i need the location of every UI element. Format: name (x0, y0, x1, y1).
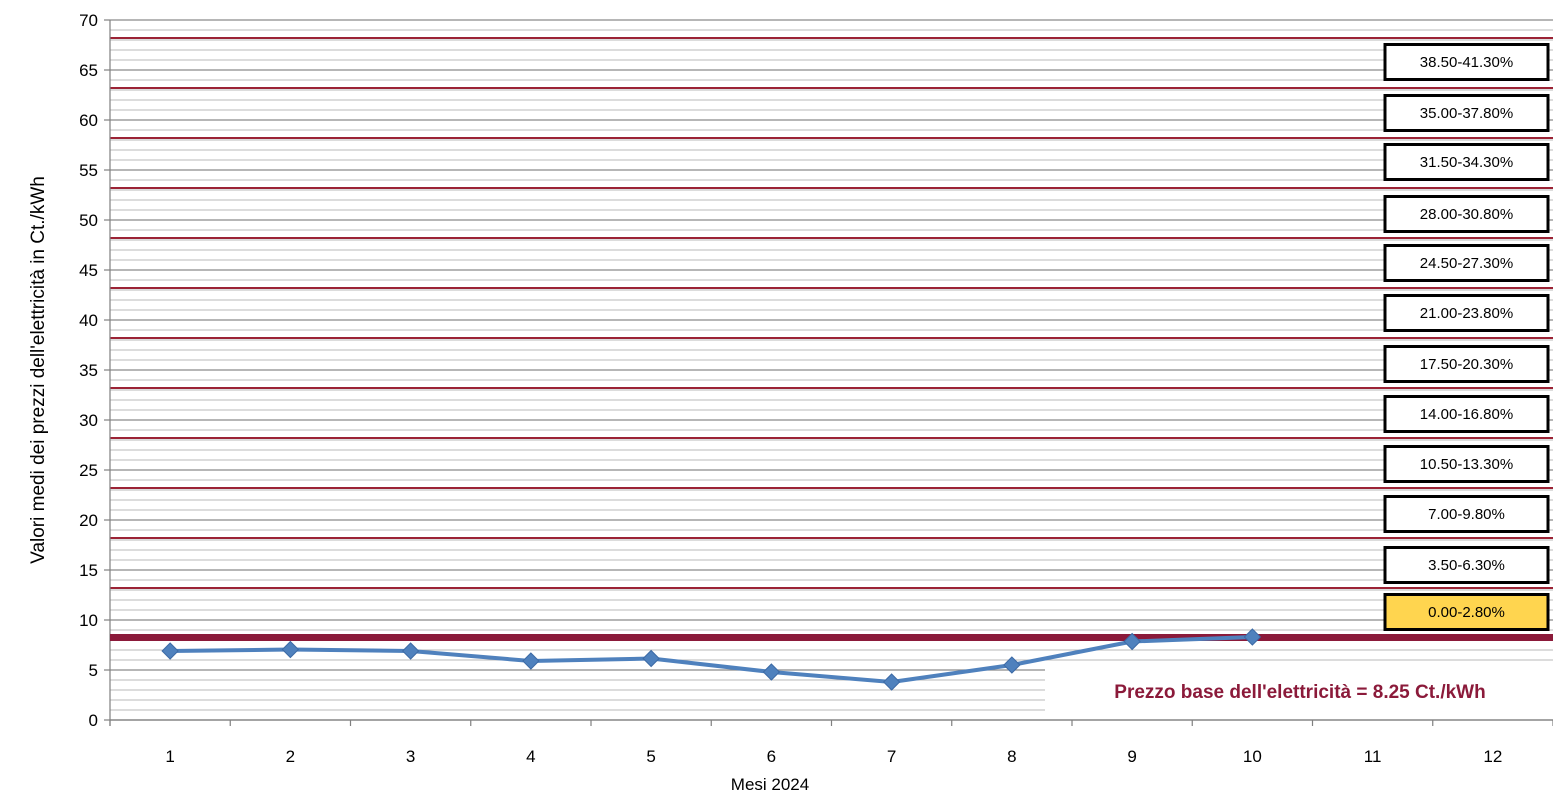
data-point-marker (1123, 632, 1141, 651)
band-label-box (1383, 43, 1550, 81)
x-tick-label: 1 (165, 747, 174, 766)
band-label: 21.00-23.80% (1383, 294, 1550, 332)
y-tick-label: 65 (79, 61, 98, 80)
band-label: 28.00-30.80% (1383, 195, 1550, 233)
data-point-marker (401, 642, 420, 660)
band-label-text: 17.50-20.30% (1420, 356, 1513, 373)
x-axis-title: Mesi 2024 (731, 775, 809, 794)
y-tick-label: 70 (79, 11, 98, 30)
data-point-marker (642, 649, 660, 668)
x-tick-label: 11 (1364, 747, 1382, 766)
y-axis-title: Valori medi dei prezzi dell'elettricità … (28, 176, 49, 564)
band-label-text: 31.50-34.30% (1420, 154, 1513, 171)
band-label-text: 14.00-16.80% (1420, 406, 1513, 423)
band-label-text: 7.00-9.80% (1428, 506, 1505, 523)
band-label-box (1383, 495, 1550, 533)
data-point-marker (281, 640, 300, 659)
band-label: 24.50-27.30% (1383, 244, 1550, 282)
band-label-box (1383, 445, 1550, 483)
y-tick-label: 40 (79, 311, 98, 330)
major-gridlines (110, 19, 1553, 721)
y-tick-label: 5 (89, 661, 98, 680)
data-point-marker (161, 642, 179, 660)
y-tick-label: 60 (79, 111, 98, 130)
band-label: 17.50-20.30% (1383, 345, 1550, 383)
y-tick-label: 25 (79, 461, 98, 480)
band-label-text: 3.50-6.30% (1428, 557, 1505, 574)
band-label-box (1383, 395, 1550, 433)
data-point-marker (1243, 628, 1262, 646)
band-label: 7.00-9.80% (1383, 495, 1550, 533)
band-label: 38.50-41.30% (1383, 43, 1550, 81)
x-tick-label: 2 (286, 747, 295, 766)
y-tick-label: 55 (79, 161, 98, 180)
x-tick-label: 7 (887, 747, 896, 766)
y-tick-label: 15 (79, 561, 98, 580)
x-tick-label: 9 (1127, 747, 1136, 766)
x-tick-label: 12 (1483, 747, 1502, 766)
band-label-box (1383, 593, 1550, 631)
band-lines (110, 37, 1553, 589)
x-tick-label: 3 (406, 747, 415, 766)
band-label-text: 35.00-37.80% (1420, 105, 1513, 122)
data-point-marker (882, 673, 901, 691)
data-point-marker (762, 663, 781, 681)
data-point-marker (522, 652, 540, 670)
y-tick-label: 50 (79, 211, 98, 230)
band-label: 0.00-2.80% (1383, 593, 1550, 631)
band-label-text: 0.00-2.80% (1428, 604, 1505, 621)
band-label-box (1383, 546, 1550, 584)
band-label-text: 10.50-13.30% (1420, 456, 1513, 473)
band-label-text: 28.00-30.80% (1420, 206, 1513, 223)
x-tick-label: 10 (1243, 747, 1262, 766)
data-point-marker (1003, 656, 1021, 674)
axes (104, 19, 1553, 726)
band-label: 10.50-13.30% (1383, 445, 1550, 483)
base-price-label: Prezzo base dell'elettricità = 8.25 Ct./… (1114, 682, 1485, 703)
x-tick-label: 5 (646, 747, 655, 766)
y-tick-label: 10 (79, 611, 98, 630)
series-line (170, 635, 1253, 684)
band-label-text: 38.50-41.30% (1420, 54, 1513, 71)
band-label-box (1383, 244, 1550, 282)
x-tick-label: 4 (526, 747, 535, 766)
band-label: 35.00-37.80% (1383, 94, 1550, 132)
band-label-text: 24.50-27.30% (1420, 255, 1513, 272)
band-labels: 0.00-2.80% 3.50-6.30% 7.00-9.80% 10.50-13.3… (1383, 43, 1550, 631)
x-tick-label: 6 (767, 747, 776, 766)
band-label-box (1383, 143, 1550, 181)
band-label-box (1383, 94, 1550, 132)
band-label-box (1383, 294, 1550, 332)
series-line (161, 628, 1262, 691)
band-label: 31.50-34.30% (1383, 143, 1550, 181)
band-label: 14.00-16.80% (1383, 395, 1550, 433)
base-price-label-group: Prezzo base dell'elettricità = 8.25 Ct./… (1045, 666, 1553, 718)
x-tick-label: 8 (1007, 747, 1016, 766)
y-tick-label: 30 (79, 411, 98, 430)
y-tick-label: 35 (79, 361, 98, 380)
band-label: 3.50-6.30% (1383, 546, 1550, 584)
base-price-label-bg (1045, 666, 1553, 718)
x-tick-labels: 1 2 3 4 5 6 7 8 9 10 11 12 (165, 747, 1502, 766)
band-label-box (1383, 195, 1550, 233)
band-label-text: 21.00-23.80% (1420, 305, 1513, 322)
y-tick-label: 20 (79, 511, 98, 530)
y-tick-labels: 0 5 10 15 20 25 30 35 40 45 50 55 60 65 70 (79, 11, 98, 730)
y-tick-label: 45 (79, 261, 98, 280)
band-label-box (1383, 345, 1550, 383)
y-tick-label: 0 (89, 711, 98, 730)
